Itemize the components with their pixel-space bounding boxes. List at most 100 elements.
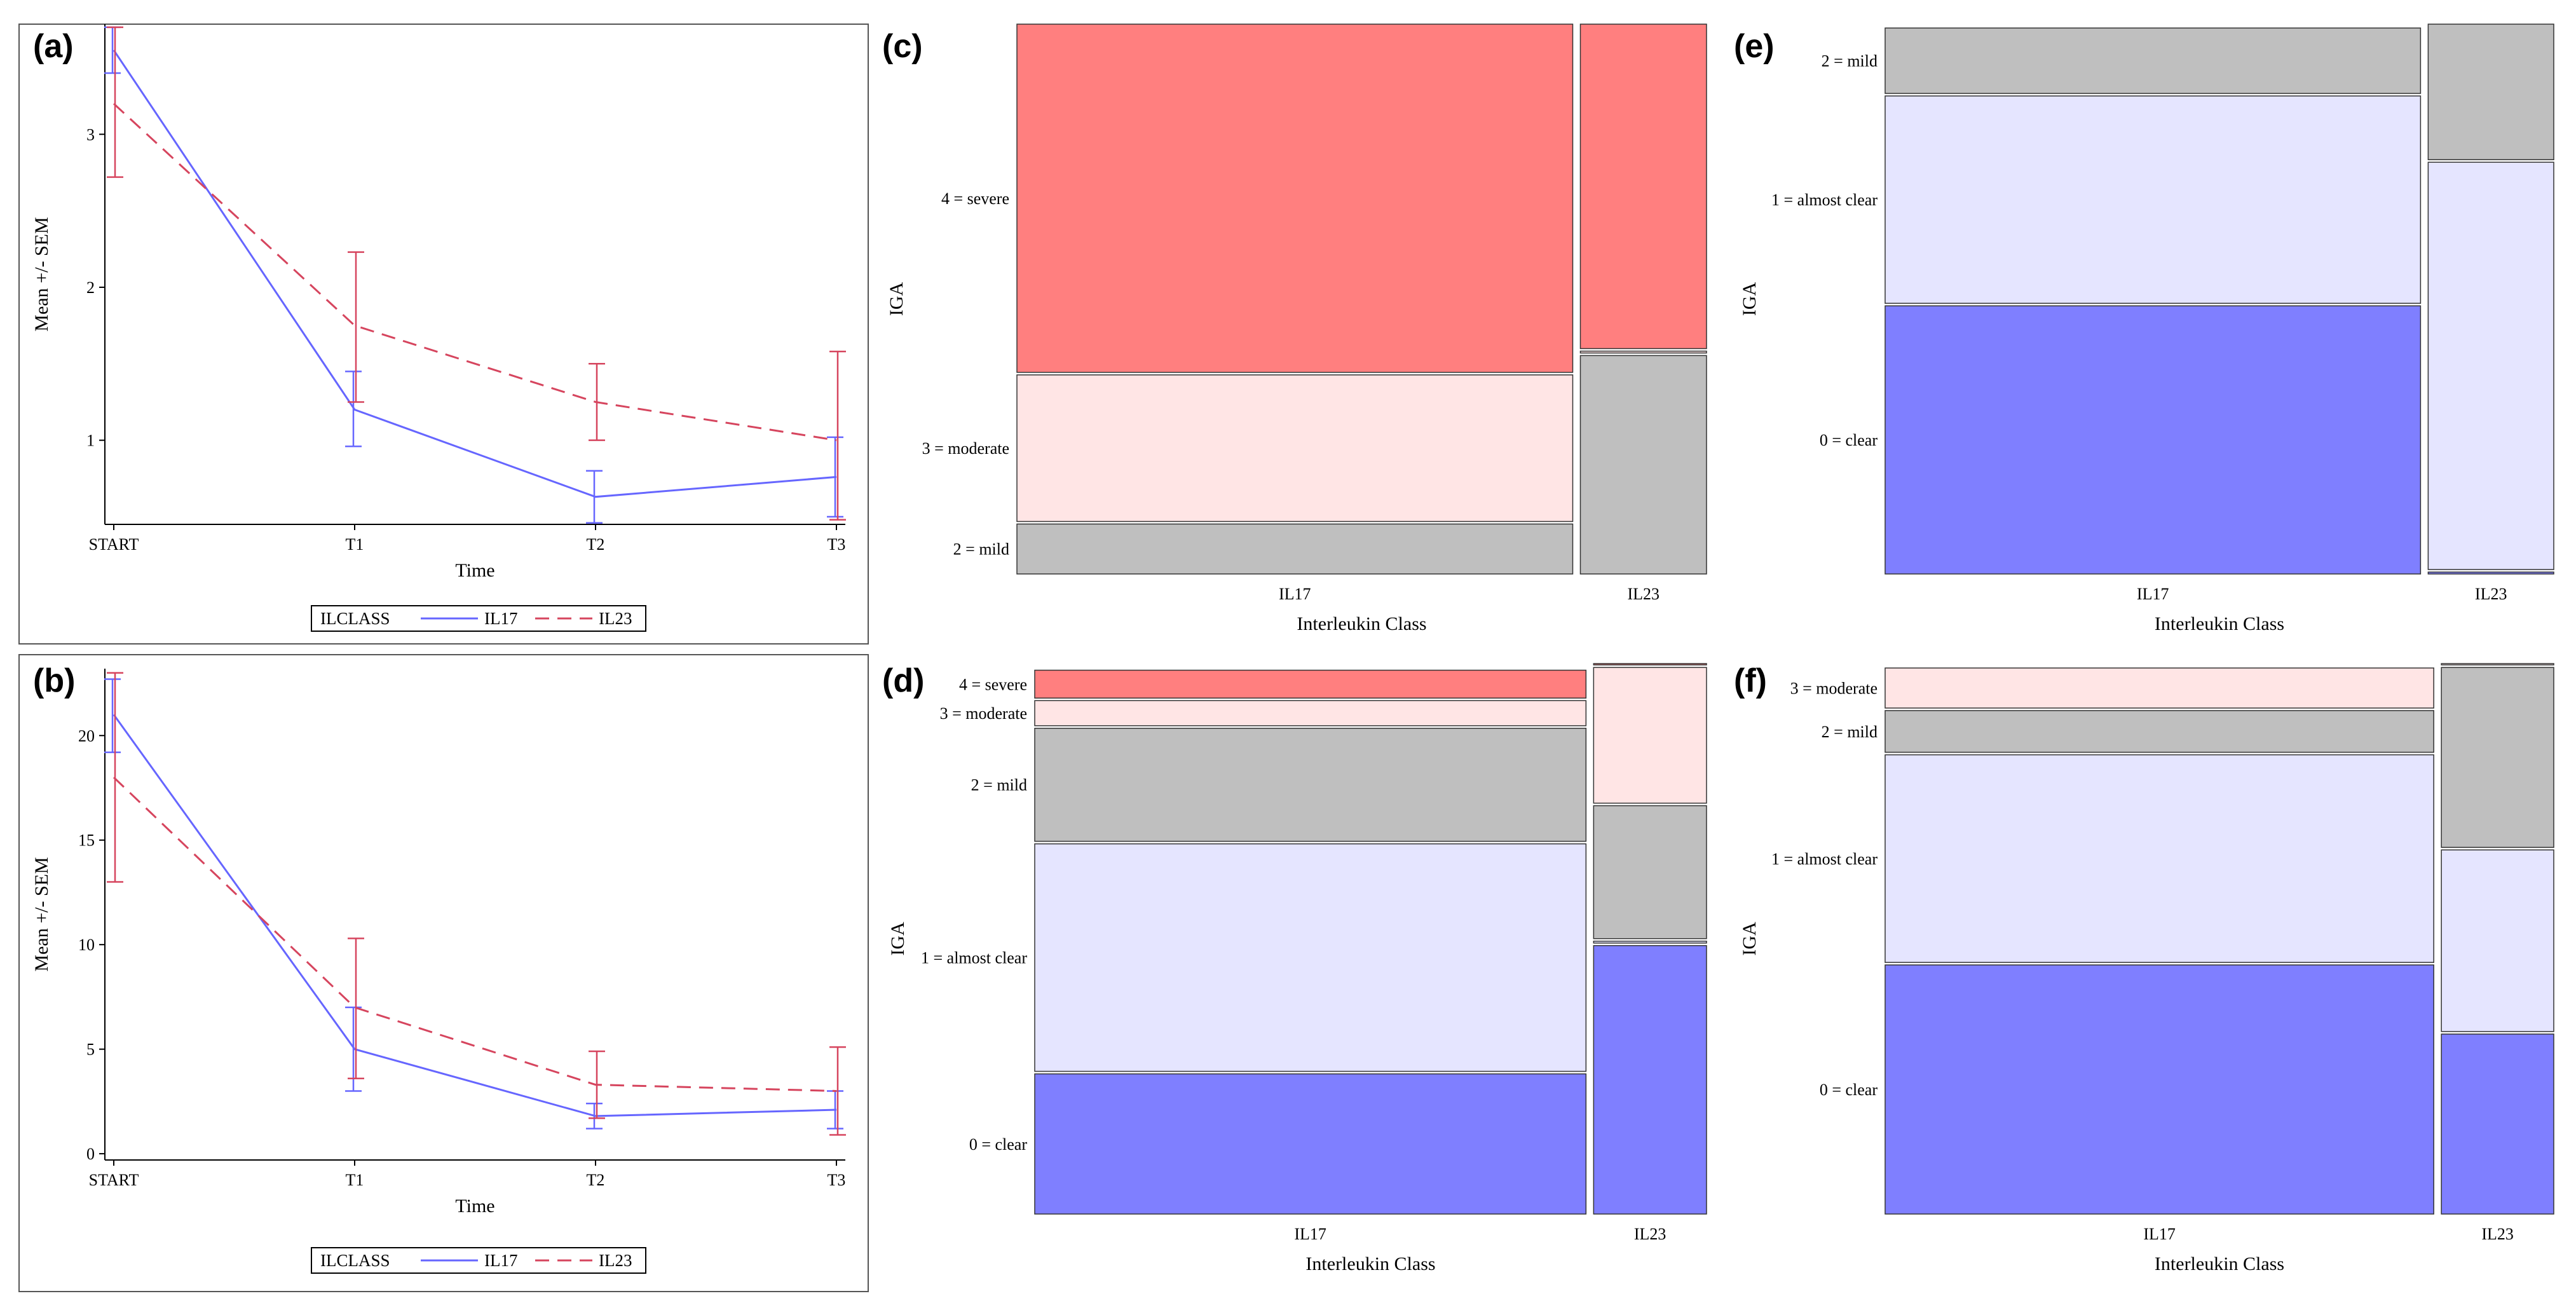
x-tick-label: T3: [828, 535, 846, 554]
y-tick-label: 10: [78, 936, 95, 954]
row-label-clear: 0 = clear: [969, 1135, 1028, 1154]
y-axis-title: Mean +/- SEM: [31, 857, 52, 971]
column-label-il17: IL17: [1279, 585, 1311, 603]
mosaic-cell-il17-almost-clear: [1034, 843, 1587, 1072]
y-axis-title: IGA: [1739, 282, 1760, 317]
row-label-mild: 2 = mild: [1822, 723, 1877, 741]
mosaic-cell-il23-severe: [1593, 663, 1707, 665]
mosaic-cell-il23-mild: [2441, 667, 2554, 848]
column-label-il17: IL17: [1294, 1225, 1326, 1243]
row-label-mild: 2 = mild: [953, 540, 1009, 559]
column-label-il17: IL17: [2137, 585, 2169, 603]
y-axis-title: Mean +/- SEM: [31, 217, 52, 331]
column-label-il23: IL23: [2475, 585, 2507, 603]
x-tick-label: START: [89, 1171, 139, 1189]
row-label-almost-clear: 1 = almost clear: [921, 949, 1027, 967]
column-label-il17: IL17: [2143, 1225, 2176, 1243]
series-line-il17: [112, 714, 837, 1117]
mosaic-cell-il17-severe: [1016, 24, 1574, 373]
legend-label-il23: IL23: [599, 1251, 632, 1270]
x-tick-label: T1: [346, 1171, 364, 1189]
mosaic-cell-il17-mild: [1884, 710, 2434, 753]
mosaic-chart-c: IL17 IL23 4 = severe 3 = moderate 2 = mild In…: [886, 24, 1707, 634]
mosaic-cell-il17-almost-clear: [1884, 754, 2434, 963]
x-axis-title: Interleukin Class: [2155, 1253, 2284, 1274]
legend-label-il23: IL23: [599, 609, 632, 628]
mosaic-chart-e: IL17 IL23 2 = mild 1 = almost clear 0 = clea…: [1739, 24, 2554, 634]
column-label-il23: IL23: [2481, 1225, 2514, 1243]
y-axis-title: IGA: [887, 922, 908, 956]
y-tick-label: 15: [78, 831, 95, 850]
mosaic-cell-il23-severe: [1579, 24, 1707, 350]
row-label-moderate: 3 = moderate: [940, 704, 1027, 723]
mosaic-cell-il23-clear: [1593, 945, 1707, 1215]
mosaic-cell-il17-clear: [1884, 305, 2422, 575]
series-line-il17: [112, 50, 837, 498]
series-line-il23: [112, 103, 837, 442]
x-axis-title: Time: [455, 1196, 494, 1217]
legend-label-il17: IL17: [484, 1251, 517, 1270]
x-axis-title: Interleukin Class: [1297, 613, 1426, 634]
y-tick-label: 0: [86, 1145, 95, 1163]
column-label-il23: IL23: [1634, 1225, 1666, 1243]
mosaic-cell-il17-moderate: [1034, 700, 1587, 727]
row-label-almost-clear: 1 = almost clear: [1771, 191, 1877, 209]
mosaic-cell-il23-moderate: [2441, 663, 2554, 665]
mosaic-cell-il17-moderate: [1884, 667, 2434, 709]
mosaic-cell-il17-clear: [1884, 964, 2434, 1215]
row-label-moderate: 3 = moderate: [1790, 679, 1877, 697]
legend-title: ILCLASS: [320, 609, 390, 628]
mosaic-cell-il23-moderate: [1579, 350, 1707, 354]
row-label-moderate: 3 = moderate: [922, 439, 1009, 458]
y-axis-title: IGA: [1739, 922, 1760, 956]
y-tick-label: 5: [86, 1040, 95, 1059]
x-tick-label: T1: [346, 535, 364, 554]
panel-f-label: (f): [1734, 662, 1767, 699]
legend-label-il17: IL17: [484, 609, 517, 628]
mosaic-cell-il17-severe: [1034, 669, 1587, 699]
mosaic-cell-il17-mild: [1884, 27, 2422, 94]
row-label-clear: 0 = clear: [1820, 431, 1878, 449]
x-axis-title: Interleukin Class: [2155, 613, 2284, 634]
panel-b-frame: [18, 654, 869, 1292]
row-label-mild: 2 = mild: [971, 776, 1027, 795]
legend-title: ILCLASS: [320, 1251, 390, 1270]
x-tick-label: T2: [587, 1171, 605, 1189]
mosaic-cell-il23-mild: [1593, 805, 1707, 939]
mosaic-cell-il17-clear: [1034, 1073, 1587, 1215]
mosaic-cell-il23-almost-clear: [2427, 161, 2554, 570]
x-axis-title: Time: [455, 560, 494, 581]
mosaic-cell-il17-mild: [1034, 728, 1587, 842]
y-tick-label: 3: [86, 125, 95, 144]
y-tick-label: 1: [86, 432, 95, 450]
panel-a-frame: [18, 24, 869, 645]
line-chart-b: 0 5 10 15 20 START T1 T2 T3 Time Mean +/- SEM ILCLA…: [31, 669, 846, 1274]
mosaic-cell-il17-moderate: [1016, 374, 1574, 522]
mosaic-cell-il23-almost-clear: [1593, 940, 1707, 944]
mosaic-cell-il23-mild: [1579, 355, 1707, 575]
x-tick-label: T2: [587, 535, 605, 554]
y-tick-label: 2: [86, 278, 95, 297]
mosaic-chart-f: IL17 IL23 3 = moderate 2 = mild 1 = almost c…: [1739, 663, 2554, 1274]
series-line-il23: [112, 776, 837, 1092]
x-tick-label: START: [89, 535, 139, 554]
panel-b-label: (b): [33, 662, 75, 699]
column-label-il23: IL23: [1627, 585, 1659, 603]
row-label-mild: 2 = mild: [1822, 52, 1877, 71]
panel-c-label: (c): [882, 28, 923, 65]
mosaic-cell-il17-mild: [1016, 523, 1574, 575]
mosaic-cell-il23-clear: [2427, 571, 2554, 575]
y-axis-title: IGA: [886, 282, 907, 317]
mosaic-cell-il23-mild: [2427, 24, 2554, 160]
mosaic-cell-il23-moderate: [1593, 667, 1707, 804]
x-axis-title: Interleukin Class: [1305, 1253, 1435, 1274]
x-tick-label: T3: [828, 1171, 846, 1189]
line-chart-a: 1 2 3 START T1 T2 T3 Time Mean +/- SEM ILCLASS IL1…: [31, 24, 846, 632]
mosaic-chart-d: IL17 IL23 4 = severe 3 = moderate 2 = mild 1 …: [887, 663, 1707, 1274]
panel-e-label: (e): [1734, 28, 1775, 65]
panel-a-label: (a): [33, 28, 74, 65]
mosaic-cell-il23-clear: [2441, 1034, 2554, 1215]
mosaic-cell-il23-almost-clear: [2441, 849, 2554, 1032]
panel-d-label: (d): [882, 662, 924, 699]
